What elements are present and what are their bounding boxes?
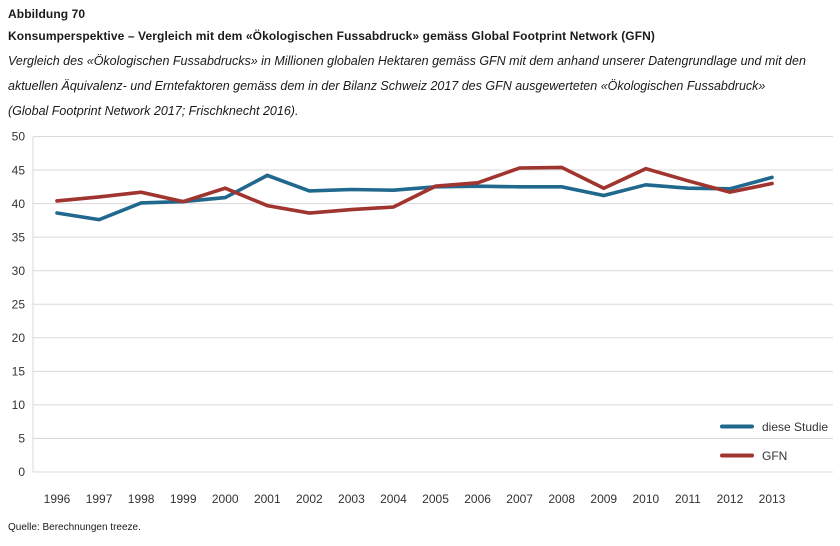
x-tick-label-2000: 2000 [212, 492, 239, 506]
description-line-3: (Global Footprint Network 2017; Frischkn… [8, 104, 299, 118]
y-tick-label-0: 0 [18, 465, 25, 479]
y-tick-label-35: 35 [12, 230, 26, 244]
x-tick-label-1996: 1996 [44, 492, 71, 506]
y-tick-label-40: 40 [12, 197, 26, 211]
figure-title: Konsumperspektive – Vergleich mit dem «Ö… [8, 29, 656, 43]
y-tick-label-45: 45 [12, 163, 26, 177]
x-tick-label-2001: 2001 [254, 492, 281, 506]
x-tick-label-2012: 2012 [717, 492, 744, 506]
x-tick-label-2011: 2011 [675, 492, 701, 506]
series-line-gfn [55, 165, 774, 215]
y-tick-label-30: 30 [12, 264, 26, 278]
x-tick-label-2008: 2008 [548, 492, 575, 506]
chart-svg: 0 5 10 15 20 25 30 35 40 45 50 1996 1997 1998 1999 2000… [12, 130, 833, 506]
legend-label-diese-studie: diese Studie [762, 420, 828, 434]
x-tick-label-2005: 2005 [422, 492, 449, 506]
description-line-2: aktuellen Äquivalenz- und Erntefaktoren … [8, 79, 766, 93]
y-tick-label-15: 15 [12, 365, 26, 379]
y-tick-label-20: 20 [12, 331, 26, 345]
x-tick-label-2006: 2006 [464, 492, 491, 506]
x-tick-label-2002: 2002 [296, 492, 323, 506]
y-tick-label-25: 25 [12, 297, 26, 311]
description-line-1: Vergleich des «Ökologischen Fussabdrucks… [8, 54, 806, 68]
x-tick-label-2009: 2009 [590, 492, 617, 506]
source-note: Quelle: Berechnungen treeze. [8, 522, 141, 533]
x-tick-label-2003: 2003 [338, 492, 365, 506]
x-tick-label-1999: 1999 [170, 492, 197, 506]
figure-description: Vergleich des «Ökologischen Fussabdrucks… [8, 49, 836, 124]
x-tick-label-2007: 2007 [506, 492, 533, 506]
y-tick-label-10: 10 [12, 398, 26, 412]
x-tick-label-2013: 2013 [759, 492, 786, 506]
x-tick-label-2004: 2004 [380, 492, 407, 506]
x-tick-label-1998: 1998 [128, 492, 155, 506]
x-tick-label-2010: 2010 [632, 492, 659, 506]
y-tick-label-50: 50 [12, 130, 26, 144]
x-tick-label-1997: 1997 [86, 492, 113, 506]
figure-label: Abbildung 70 [8, 7, 86, 21]
line-chart: 0 5 10 15 20 25 30 35 40 45 50 1996 1997 1998 1999 2000… [0, 128, 840, 510]
legend-label-gfn: GFN [762, 449, 787, 463]
y-tick-label-5: 5 [18, 432, 25, 446]
